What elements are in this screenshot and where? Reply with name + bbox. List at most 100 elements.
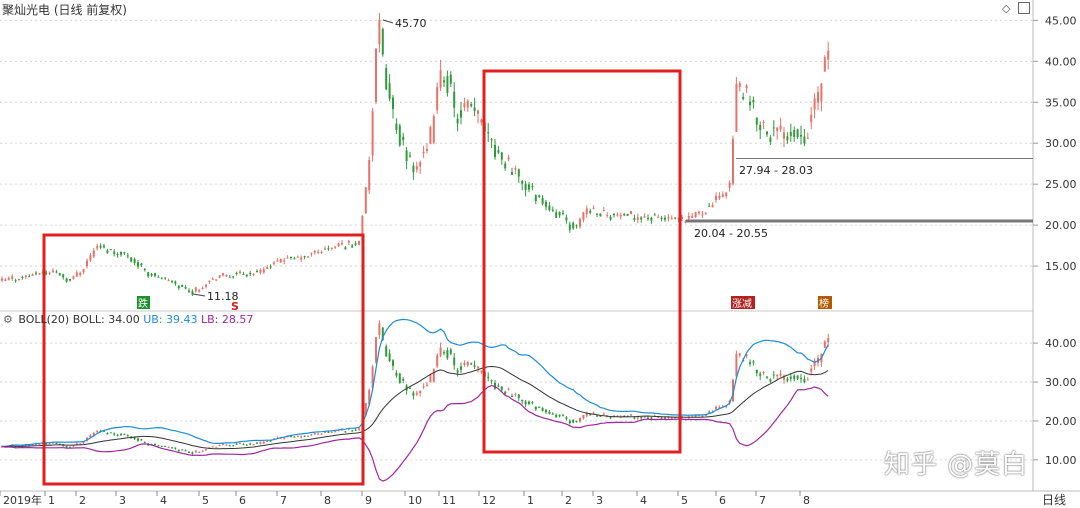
- price-candle: [470, 102, 473, 108]
- price-candle: [463, 97, 466, 112]
- price-candle: [670, 215, 673, 220]
- price-candle: [810, 107, 813, 130]
- boll-series-mid: [1, 365, 829, 450]
- date-tick-label: 9: [365, 494, 372, 507]
- price-candle: [92, 247, 95, 259]
- price-candle: [827, 41, 830, 70]
- price-candle: [633, 214, 636, 222]
- highlight-box-consolidation: [42, 233, 365, 486]
- tag-zhangjian[interactable]: 涨减: [731, 296, 755, 310]
- boll-candle: [555, 413, 558, 418]
- boll-candle: [466, 361, 469, 368]
- price-candle: [4, 278, 7, 282]
- boll-candle: [443, 350, 445, 356]
- price-candle: [626, 213, 629, 217]
- watermark: 知乎 @莫白: [884, 450, 1029, 480]
- boll-candle: [126, 434, 129, 437]
- boll-candle: [256, 441, 258, 444]
- price-candle: [419, 160, 422, 174]
- boll-candle: [432, 368, 435, 383]
- price-candle: [507, 154, 510, 162]
- boll-candle: [412, 391, 415, 400]
- price-candle: [616, 212, 619, 217]
- price-candles: [1, 12, 830, 297]
- tag-s[interactable]: S: [231, 300, 239, 313]
- price-candle: [317, 249, 320, 255]
- price-candle: [269, 264, 272, 270]
- gear-icon[interactable]: ⚙: [3, 313, 13, 326]
- price-candle: [432, 114, 435, 145]
- price-candle: [300, 255, 303, 263]
- zone-lower-label: 20.04 - 20.55: [694, 227, 768, 240]
- tag-bang[interactable]: 榜: [818, 296, 832, 310]
- boll-candle: [568, 419, 571, 425]
- date-tick-label: 11: [442, 494, 456, 507]
- boll-candle: [494, 380, 496, 390]
- date-tick-label: 1: [48, 494, 55, 507]
- boll-candle: [320, 433, 323, 435]
- price-candle: [235, 271, 238, 276]
- date-tick-label: 3: [119, 494, 126, 507]
- boll-name: BOLL(20): [18, 313, 70, 326]
- price-candle: [817, 86, 819, 111]
- price-candle: [749, 95, 751, 111]
- price-candle: [521, 179, 524, 191]
- price-candle: [585, 205, 588, 218]
- price-candle: [21, 275, 24, 280]
- price-candle: [466, 99, 469, 113]
- boll-candle: [300, 435, 303, 439]
- price-candle: [371, 107, 374, 162]
- price-candle: [715, 192, 717, 203]
- boll-candle: [181, 449, 184, 451]
- price-candle: [653, 212, 656, 216]
- boll-candle: [225, 444, 228, 446]
- date-tick-label: 6: [239, 494, 246, 507]
- price-candle: [514, 165, 517, 175]
- price-candle: [456, 113, 459, 132]
- price-candle: [133, 257, 136, 266]
- price-candle: [395, 118, 398, 135]
- price-candle: [191, 289, 194, 297]
- price-candle: [728, 180, 731, 192]
- maximize-icon[interactable]: [1018, 2, 1030, 14]
- date-tick-label: 6: [719, 494, 726, 507]
- diamond-icon[interactable]: ◇: [1002, 2, 1011, 15]
- price-candle: [449, 71, 452, 87]
- price-candle: [531, 183, 534, 191]
- boll-candle: [630, 414, 632, 416]
- boll-candle: [218, 444, 221, 447]
- boll-candle: [398, 372, 401, 384]
- price-candle: [239, 269, 241, 275]
- price-candle: [803, 129, 806, 147]
- tag-zhangjian-label: 涨减: [732, 298, 752, 310]
- boll-candle: [456, 368, 459, 377]
- boll-candle: [766, 376, 768, 380]
- price-candle: [759, 121, 762, 140]
- boll-candle: [507, 387, 510, 391]
- price-candle: [742, 92, 745, 101]
- boll-candle: [194, 450, 197, 454]
- boll-candle: [793, 374, 796, 382]
- boll-candle: [490, 379, 493, 385]
- boll-candle: [463, 360, 466, 367]
- price-candle: [31, 273, 34, 277]
- boll-candle: [800, 373, 802, 383]
- price-candle: [378, 12, 381, 53]
- boll-candle: [113, 432, 116, 436]
- boll-candle: [796, 375, 799, 381]
- price-candle: [575, 224, 578, 229]
- price-candle: [184, 285, 187, 290]
- boll-candle: [545, 409, 547, 414]
- tag-die[interactable]: 跌: [137, 296, 150, 310]
- price-candle: [786, 132, 789, 144]
- price-candle: [324, 246, 326, 251]
- highlight-box-decline: [482, 69, 682, 454]
- boll-candle: [171, 447, 173, 449]
- price-candle: [579, 217, 581, 229]
- boll-candle: [96, 429, 99, 434]
- price-candle: [551, 206, 554, 213]
- price-candle: [171, 280, 173, 284]
- price-candle: [130, 257, 133, 263]
- price-candle: [14, 278, 17, 283]
